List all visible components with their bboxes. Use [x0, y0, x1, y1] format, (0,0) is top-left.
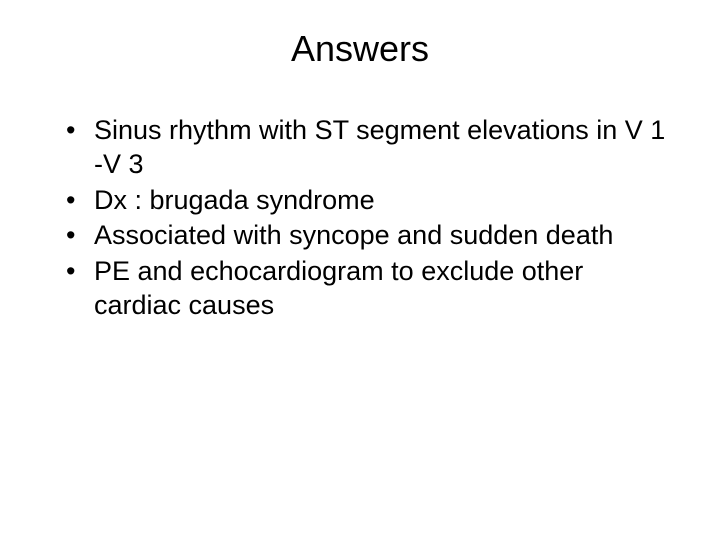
- bullet-list: Sinus rhythm with ST segment elevations …: [48, 114, 672, 323]
- bullet-item: Sinus rhythm with ST segment elevations …: [66, 114, 672, 182]
- slide-title: Answers: [48, 28, 672, 70]
- bullet-item: Associated with syncope and sudden death: [66, 219, 672, 253]
- bullet-item: PE and echocardiogram to exclude other c…: [66, 255, 672, 323]
- bullet-item: Dx : brugada syndrome: [66, 184, 672, 218]
